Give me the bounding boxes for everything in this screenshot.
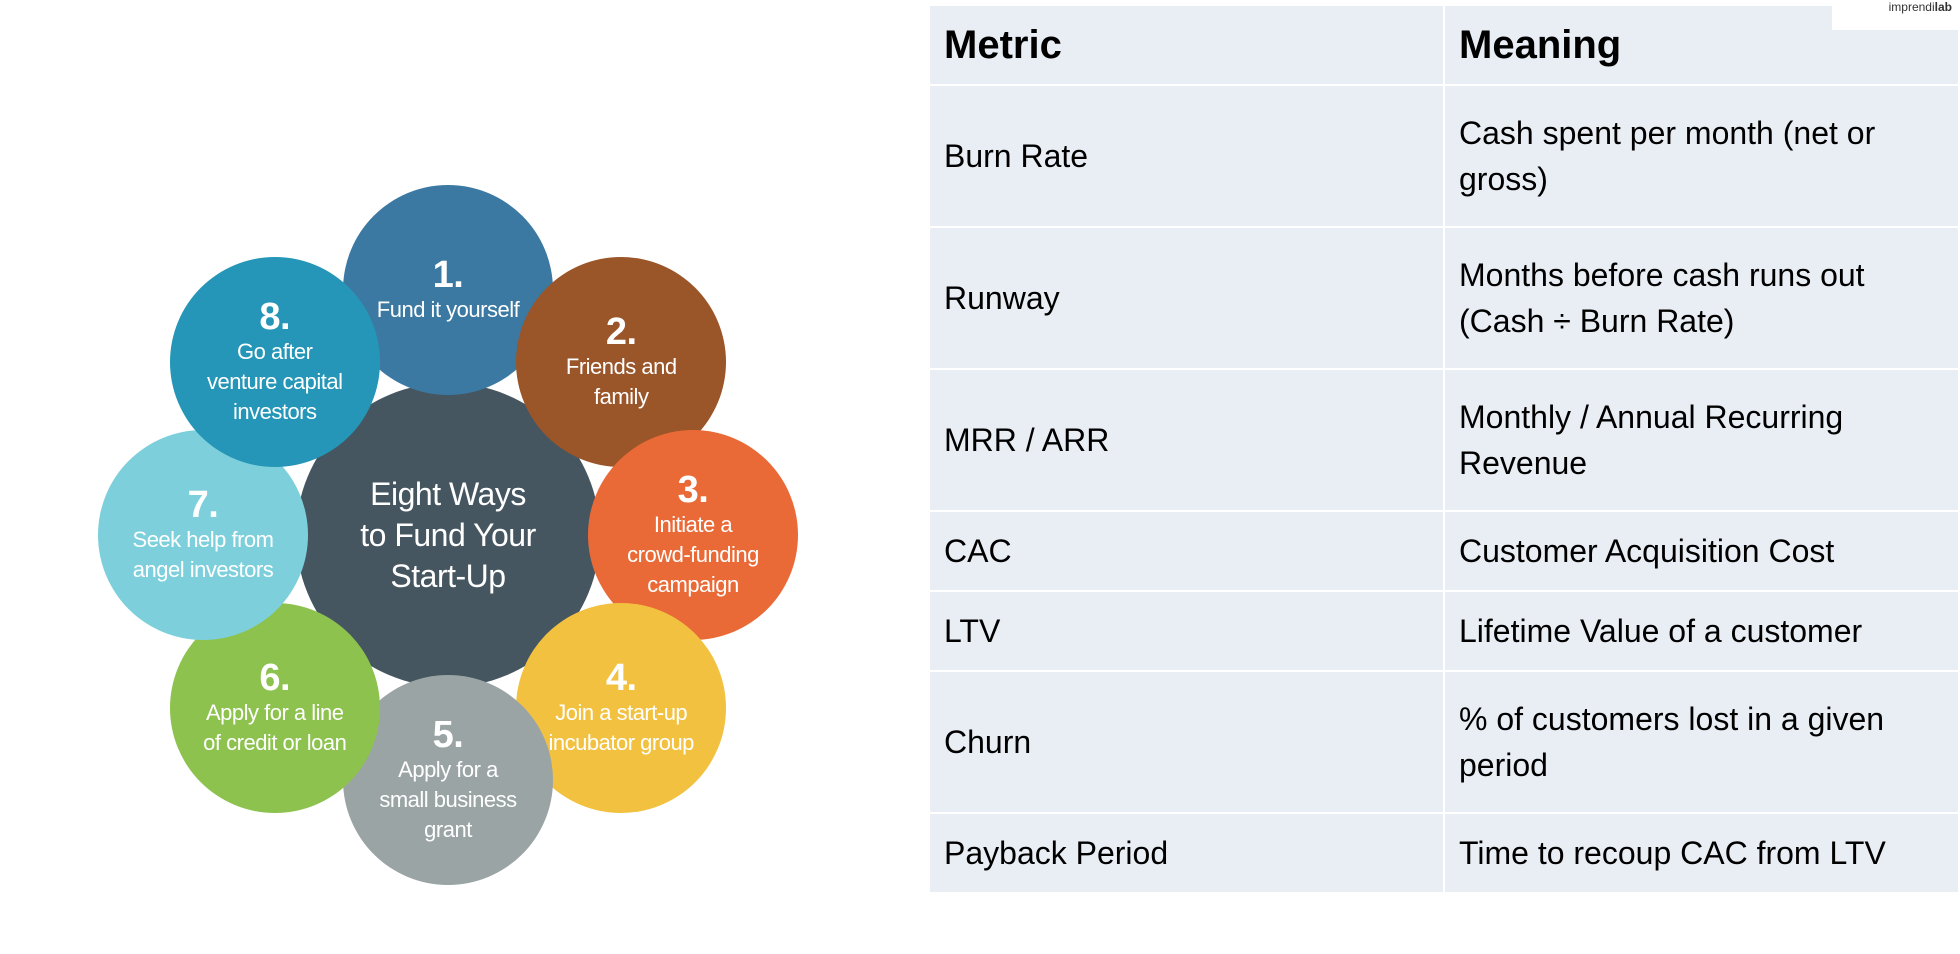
way-text: Go after venture capital investors: [206, 338, 343, 424]
metric-cell: MRR / ARR: [928, 368, 1445, 512]
way-text: Seek help from angel investors: [132, 527, 274, 582]
meaning-cell: Cash spent per month (net or gross): [1443, 84, 1960, 228]
brand-text-part1: imprendi: [1888, 0, 1935, 14]
way-text: Friends and family: [565, 353, 677, 409]
meaning-cell: % of customers lost in a given period: [1443, 670, 1960, 814]
way-circle-2: 2. Friends and family: [516, 256, 727, 467]
metric-cell: Burn Rate: [928, 84, 1445, 228]
table-row: Runway Months before cash runs out (Cash…: [928, 226, 1960, 370]
way-text: Join a start-up incubator group: [548, 700, 695, 756]
table-header-row: Metric Meaning: [928, 4, 1960, 86]
way-circle-8: 8. Go after venture capital investors: [169, 256, 380, 467]
center-title: Eight Ways to Fund Your Start-Up: [360, 475, 536, 594]
way-number: 3.: [677, 469, 709, 511]
table-row: Payback Period Time to recoup CAC from L…: [928, 812, 1960, 894]
metric-cell: Payback Period: [928, 812, 1445, 894]
meaning-cell: Monthly / Annual Recurring Revenue: [1443, 368, 1960, 512]
way-text: Apply for a small business grant: [379, 757, 517, 842]
funding-diagram: Eight Ways to Fund Your Start-Up 1. Fund…: [0, 0, 900, 954]
way-number: 4.: [605, 657, 637, 700]
metrics-table: Metric Meaning Burn Rate Cash spent per …: [928, 4, 1960, 894]
way-number: 6.: [259, 657, 291, 700]
meaning-cell: Customer Acquisition Cost: [1443, 510, 1960, 592]
meaning-cell: Lifetime Value of a customer: [1443, 590, 1960, 672]
header-metric: Metric: [928, 4, 1445, 86]
way-number: 1.: [432, 254, 464, 296]
way-circle-6: 6. Apply for a line of credit or loan: [169, 603, 380, 814]
metric-cell: Churn: [928, 670, 1445, 814]
metric-cell: LTV: [928, 590, 1445, 672]
way-number: 2.: [605, 310, 637, 353]
table-row: Burn Rate Cash spent per month (net or g…: [928, 84, 1960, 228]
way-number: 5.: [432, 714, 464, 756]
way-text: Fund it yourself: [376, 297, 520, 322]
way-text: Apply for a line of credit or loan: [203, 700, 347, 756]
way-number: 8.: [259, 295, 291, 338]
way-circle-1: 1. Fund it yourself: [343, 185, 553, 395]
way-text: Initiate a crowd-funding campaign: [627, 512, 759, 597]
meaning-cell: Time to recoup CAC from LTV: [1443, 812, 1960, 894]
table-row: CAC Customer Acquisition Cost: [928, 510, 1960, 592]
table-row: MRR / ARR Monthly / Annual Recurring Rev…: [928, 368, 1960, 512]
metric-cell: Runway: [928, 226, 1445, 370]
metric-cell: CAC: [928, 510, 1445, 592]
brand-logo: imprendilab: [1832, 0, 1960, 30]
table-row: Churn % of customers lost in a given per…: [928, 670, 1960, 814]
brand-text-part2: lab: [1934, 0, 1952, 14]
table-row: LTV Lifetime Value of a customer: [928, 590, 1960, 672]
meaning-cell: Months before cash runs out (Cash ÷ Burn…: [1443, 226, 1960, 370]
way-number: 7.: [187, 484, 219, 526]
